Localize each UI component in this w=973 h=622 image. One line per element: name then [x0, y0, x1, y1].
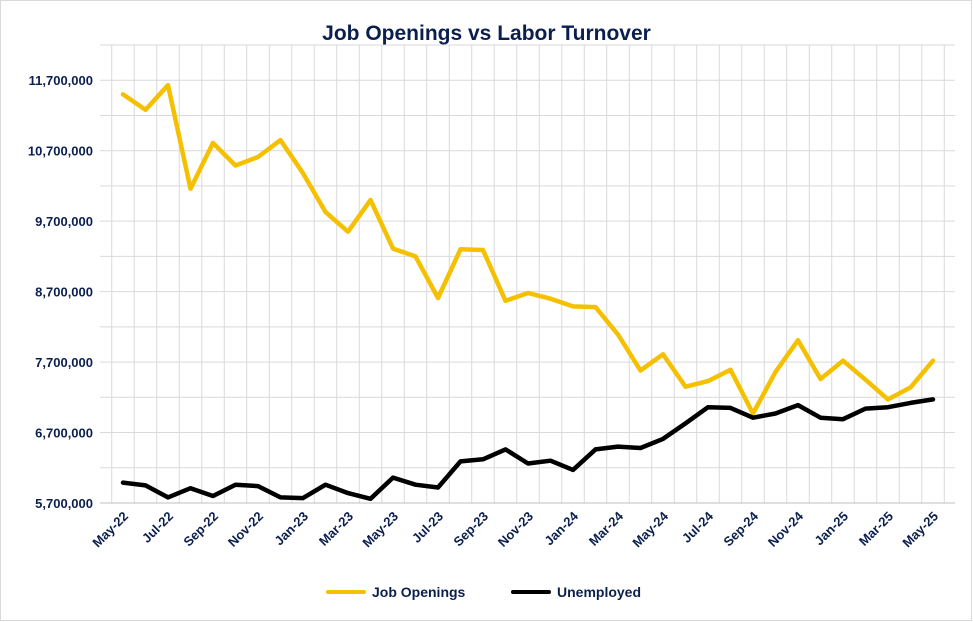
y-tick-label: 6,700,000: [35, 426, 93, 441]
x-tick-label: May-25: [899, 509, 941, 551]
legend-item-unemployed: Unemployed: [511, 582, 641, 602]
x-tick-label: May-23: [359, 509, 401, 551]
legend-item-job-openings: Job Openings: [326, 582, 465, 602]
x-tick-label: May-24: [629, 508, 671, 550]
y-tick-label: 5,700,000: [35, 496, 93, 511]
legend-swatch-unemployed: [511, 590, 551, 594]
x-tick-label: Sep-22: [180, 509, 221, 550]
y-tick-label: 8,700,000: [35, 285, 93, 300]
chart-title: Job Openings vs Labor Turnover: [322, 22, 651, 45]
x-tick-label: Nov-24: [765, 508, 807, 550]
x-tick-label: Mar-24: [586, 508, 627, 549]
legend-label-unemployed: Unemployed: [557, 584, 642, 600]
x-tick-label: Jan-24: [541, 508, 581, 548]
legend: Job Openings Unemployed: [0, 582, 973, 602]
x-tick-label: May-22: [89, 509, 131, 551]
x-tick-label: Mar-25: [856, 509, 896, 549]
x-tick-label: Mar-23: [316, 509, 356, 549]
legend-label-job-openings: Job Openings: [372, 584, 466, 600]
y-tick-label: 10,700,000: [28, 144, 93, 159]
x-tick-label: Jan-25: [811, 509, 851, 549]
series-line-job-openings: [120, 82, 936, 416]
series-line-unemployed: [120, 397, 936, 502]
y-tick-label: 9,700,000: [35, 214, 93, 229]
x-tick-label: Jan-23: [271, 509, 311, 549]
legend-swatch-job-openings: [326, 590, 366, 594]
y-tick-label: 7,700,000: [35, 355, 93, 370]
x-tick-label: Nov-22: [225, 509, 266, 550]
x-tick-label: Jul-23: [409, 509, 446, 546]
x-tick-label: Nov-23: [495, 509, 536, 550]
x-tick-label: Jul-24: [679, 508, 717, 546]
x-tick-label: Jul-22: [139, 509, 176, 546]
x-tick-label: Sep-24: [720, 508, 761, 549]
y-tick-label: 11,700,000: [29, 73, 93, 88]
x-tick-label: Sep-23: [450, 509, 491, 550]
